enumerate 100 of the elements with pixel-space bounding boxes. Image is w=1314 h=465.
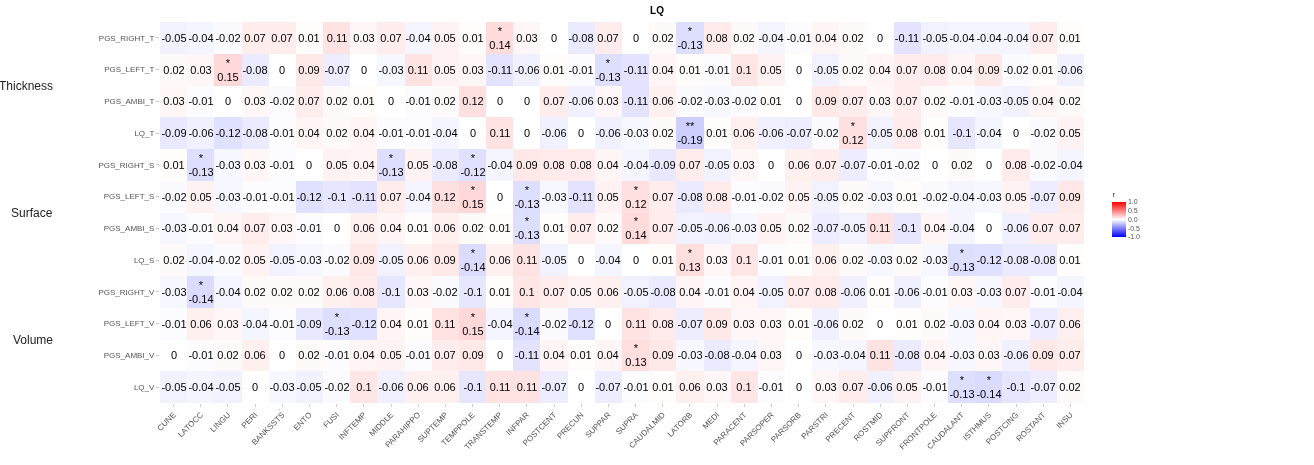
data-label: -0.06 (813, 317, 839, 330)
data-label: -0.07 (840, 158, 866, 171)
data-label: * -0.13 (677, 24, 703, 51)
data-label: -0.11 (894, 31, 920, 44)
data-label: 0.1 (736, 63, 752, 76)
data-label: * -0.13 (514, 214, 540, 241)
data-label: 0.1 (736, 380, 752, 393)
data-label: -0.06 (514, 63, 540, 76)
data-label: -0.05 (296, 380, 322, 393)
data-label: -0.04 (949, 190, 975, 203)
data-label: 0.11 (434, 317, 456, 330)
data-label: 0.02 (326, 94, 348, 107)
data-label: 0.01 (924, 126, 946, 139)
data-label: 0.09 (462, 348, 484, 361)
data-label: 0.07 (434, 348, 456, 361)
data-label: * 0.12 (842, 119, 864, 146)
data-label: 0.07 (788, 285, 810, 298)
data-label: 0.02 (326, 126, 348, 139)
data-label: 0.07 (1032, 221, 1054, 234)
data-label: 0.05 (380, 348, 402, 361)
data-label: -0.04 (1003, 31, 1029, 44)
data-label: -0.04 (949, 31, 975, 44)
data-label: 0.03 (869, 94, 891, 107)
data-label: -0.01 (405, 126, 431, 139)
data-label: 0.05 (326, 158, 348, 171)
data-label: * 0.15 (462, 183, 484, 210)
data-label: 0.01 (679, 63, 701, 76)
data-label: -0.01 (269, 317, 295, 330)
data-label: -0.05 (813, 63, 839, 76)
data-label: 0.01 (543, 221, 565, 234)
data-label: -0.06 (758, 126, 784, 139)
data-label: 0.06 (353, 221, 375, 234)
color-bar-title: r (1112, 190, 1116, 199)
data-label: 0.04 (733, 285, 755, 298)
data-label: 0 (985, 158, 993, 171)
data-label: -0.06 (1057, 63, 1083, 76)
data-label: -0.05 (269, 253, 295, 266)
data-label: 0.07 (896, 63, 918, 76)
data-label: 0.03 (407, 285, 429, 298)
data-label: -0.05 (161, 31, 187, 44)
data-label: 0.01 (407, 221, 429, 234)
data-label: * -0.13 (949, 246, 975, 273)
data-label: -0.01 (269, 126, 295, 139)
data-label: 0.03 (163, 94, 185, 107)
data-label: 0 (224, 94, 232, 107)
data-label: 0 (496, 94, 504, 107)
data-label: 0.03 (597, 94, 619, 107)
data-label: -0.03 (731, 221, 757, 234)
data-label: * -0.13 (324, 310, 350, 337)
data-label: -0.04 (758, 31, 784, 44)
data-label: -0.01 (623, 380, 649, 393)
data-label: -0.04 (623, 158, 649, 171)
data-label: -0.07 (1030, 190, 1056, 203)
data-label: -0.02 (1030, 158, 1056, 171)
data-label: -0.03 (215, 190, 241, 203)
data-label: -0.01 (269, 190, 295, 203)
data-label: 0.07 (271, 31, 293, 44)
data-label: -0.08 (568, 31, 594, 44)
data-label: 0.03 (760, 348, 782, 361)
data-label: -0.02 (215, 31, 241, 44)
data-label: -0.06 (840, 285, 866, 298)
data-label: 0 (1012, 126, 1020, 139)
data-label: -0.06 (894, 285, 920, 298)
data-label: 0 (577, 253, 585, 266)
data-label: 0.02 (163, 253, 185, 266)
data-label: -0.03 (867, 190, 893, 203)
data-label: 0.07 (570, 221, 592, 234)
data-label: -0.05 (677, 221, 703, 234)
data-label: 0.02 (298, 285, 320, 298)
data-label: -0.08 (1003, 253, 1029, 266)
data-label: 0.07 (543, 94, 565, 107)
data-label: 0.04 (869, 63, 891, 76)
data-label: 0 (577, 380, 585, 393)
data-label: 0.11 (489, 380, 511, 393)
data-label: -0.1 (1006, 380, 1026, 393)
data-label: 0.07 (543, 285, 565, 298)
data-label: -0.08 (650, 285, 676, 298)
data-label: 0.1 (356, 380, 372, 393)
data-label: 0.02 (298, 348, 320, 361)
data-label: -0.05 (867, 126, 893, 139)
data-label: 0.11 (869, 348, 891, 361)
data-label: 0.08 (1005, 158, 1027, 171)
data-label: -0.08 (432, 158, 458, 171)
data-label: 0.07 (1005, 285, 1027, 298)
y-tick-label: PGS_RIGHT_S (98, 160, 155, 170)
data-label: 0 (469, 126, 477, 139)
data-label: * -0.14 (514, 310, 540, 337)
data-label: -0.01 (378, 126, 404, 139)
data-label: * -0.13 (514, 183, 540, 210)
data-label: * 0.15 (217, 56, 239, 83)
data-label: 0.02 (163, 63, 185, 76)
data-label: * -0.14 (460, 246, 486, 273)
data-label: -0.07 (813, 221, 839, 234)
data-label: -0.07 (1030, 380, 1056, 393)
data-label: -0.04 (976, 31, 1002, 44)
data-label: 0.09 (516, 158, 538, 171)
data-label: 0.06 (434, 380, 456, 393)
data-label: -0.08 (677, 190, 703, 203)
data-label: 0 (278, 63, 286, 76)
data-label: 0.02 (1059, 380, 1081, 393)
